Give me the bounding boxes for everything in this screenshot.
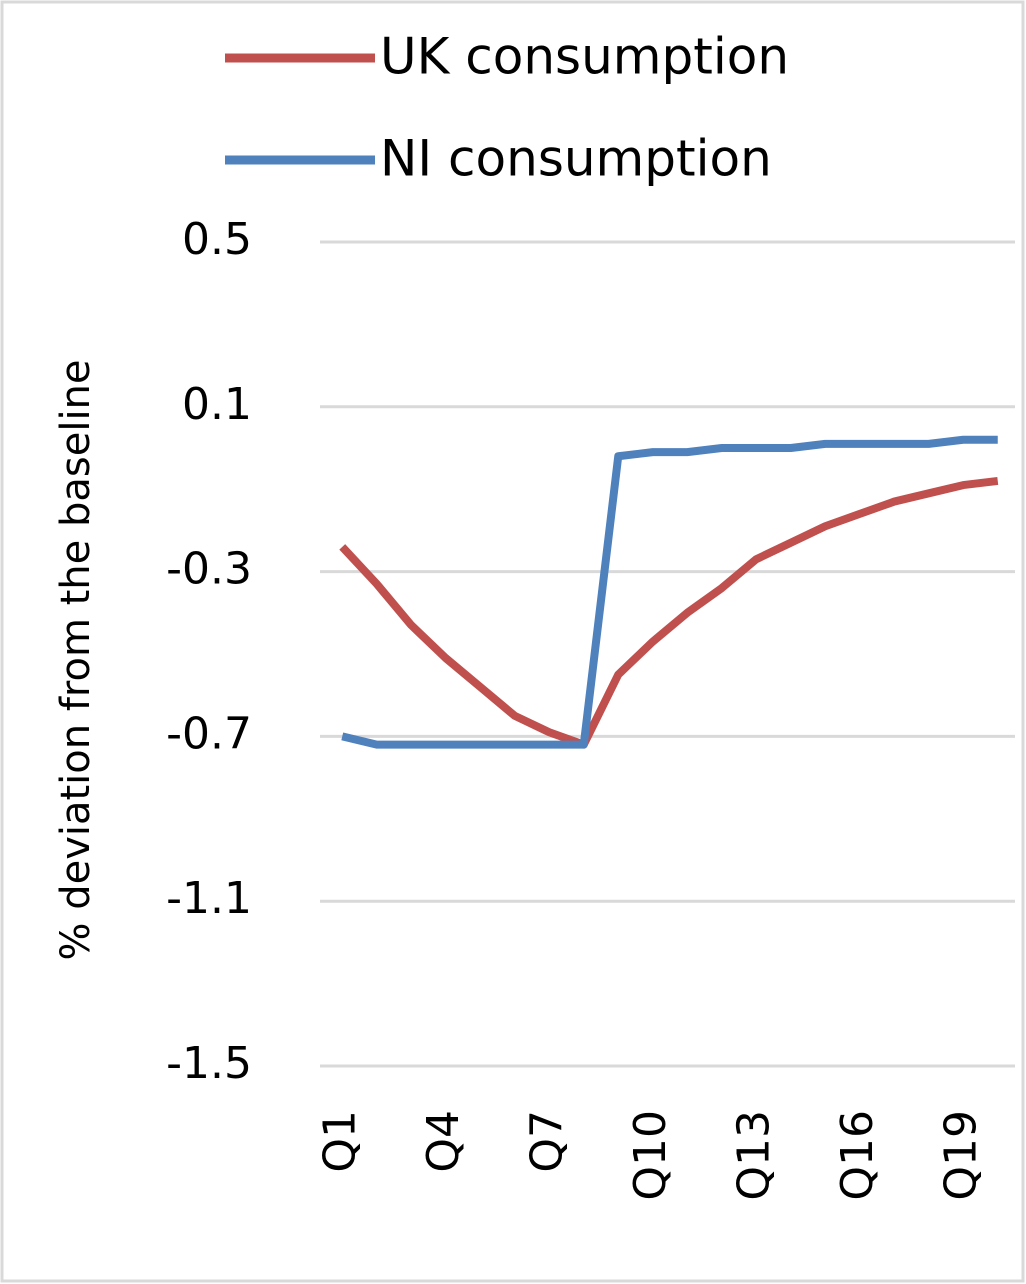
x-tick-label: Q10 [625, 1110, 676, 1201]
legend-label: NI consumption [380, 130, 772, 188]
y-tick-label: 0.1 [182, 379, 252, 430]
y-tick-label: -1.5 [166, 1038, 252, 1089]
x-tick-label: Q1 [314, 1110, 365, 1173]
y-tick-label: -0.7 [166, 708, 252, 759]
x-tick-label: Q13 [728, 1110, 779, 1201]
y-axis-label: % deviation from the baseline [53, 359, 99, 960]
line-series [341, 435, 998, 749]
x-tick-label: Q7 [521, 1110, 572, 1173]
x-tick-label: Q19 [935, 1110, 986, 1201]
y-tick-label: -0.3 [166, 544, 252, 595]
y-tick-label: 0.5 [182, 214, 252, 265]
x-tick-label: Q4 [418, 1110, 469, 1173]
legend-label: UK consumption [380, 28, 789, 86]
line-series [339, 476, 999, 749]
x-tick-label: Q16 [832, 1110, 883, 1201]
y-tick-label: -1.1 [166, 873, 252, 924]
